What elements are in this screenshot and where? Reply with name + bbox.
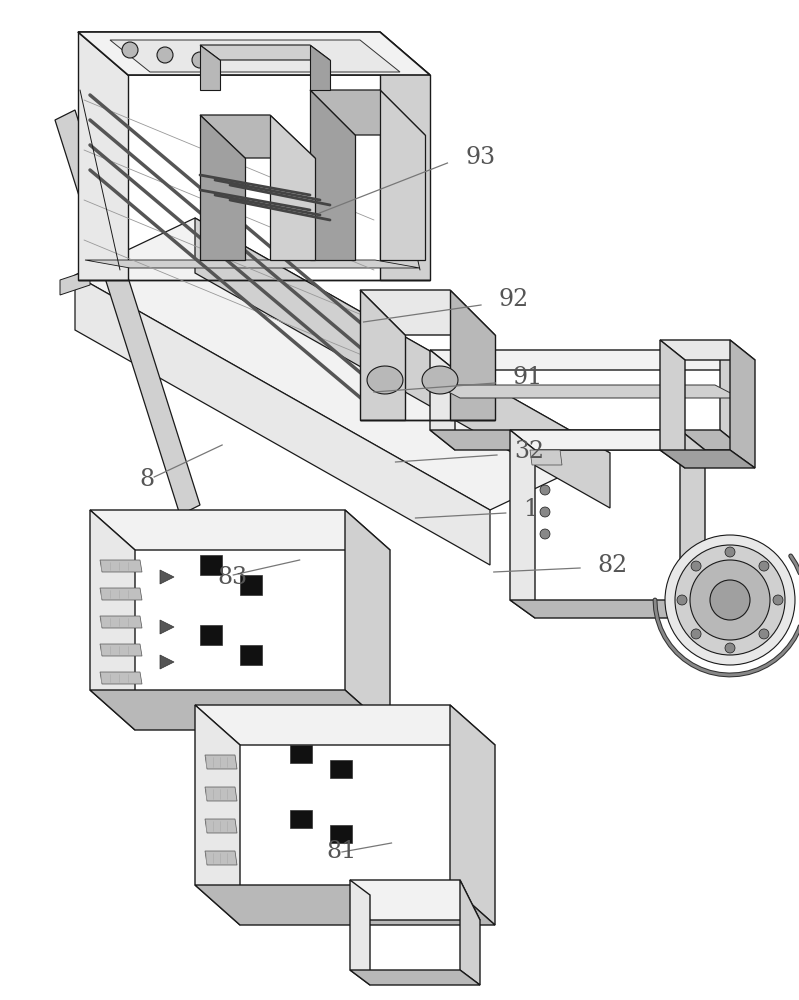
Text: 93: 93 xyxy=(465,146,495,169)
Polygon shape xyxy=(200,625,222,645)
Polygon shape xyxy=(660,450,755,468)
Circle shape xyxy=(677,595,687,605)
Polygon shape xyxy=(450,705,495,925)
Polygon shape xyxy=(75,218,610,510)
Circle shape xyxy=(122,42,138,58)
Text: 8: 8 xyxy=(140,468,155,491)
Circle shape xyxy=(690,560,770,640)
Polygon shape xyxy=(110,40,400,72)
Polygon shape xyxy=(205,755,237,769)
Circle shape xyxy=(665,535,795,665)
Circle shape xyxy=(759,629,769,639)
Text: 91: 91 xyxy=(513,366,543,389)
Polygon shape xyxy=(205,819,237,833)
Polygon shape xyxy=(510,430,535,618)
Polygon shape xyxy=(430,350,455,450)
Polygon shape xyxy=(200,115,315,158)
Polygon shape xyxy=(200,115,245,260)
Polygon shape xyxy=(510,430,705,450)
Polygon shape xyxy=(160,620,174,634)
Polygon shape xyxy=(78,32,430,75)
Polygon shape xyxy=(200,45,330,60)
Polygon shape xyxy=(200,555,222,575)
Circle shape xyxy=(192,52,208,68)
Polygon shape xyxy=(450,290,495,420)
Polygon shape xyxy=(195,705,240,925)
Polygon shape xyxy=(350,880,370,985)
Polygon shape xyxy=(730,340,755,468)
Polygon shape xyxy=(435,385,740,398)
Polygon shape xyxy=(205,851,237,865)
Polygon shape xyxy=(195,218,610,508)
Polygon shape xyxy=(530,450,562,465)
Polygon shape xyxy=(195,705,495,745)
Circle shape xyxy=(540,507,550,517)
Polygon shape xyxy=(510,600,705,618)
Polygon shape xyxy=(380,90,425,260)
Circle shape xyxy=(540,529,550,539)
Polygon shape xyxy=(100,672,142,684)
Polygon shape xyxy=(350,970,480,985)
Polygon shape xyxy=(160,655,174,669)
Polygon shape xyxy=(367,366,403,394)
Polygon shape xyxy=(310,90,355,260)
Circle shape xyxy=(157,47,173,63)
Polygon shape xyxy=(660,340,685,468)
Text: 92: 92 xyxy=(499,288,529,312)
Circle shape xyxy=(710,580,750,620)
Circle shape xyxy=(725,547,735,557)
Polygon shape xyxy=(290,745,312,763)
Polygon shape xyxy=(422,366,458,394)
Polygon shape xyxy=(85,260,420,268)
Polygon shape xyxy=(55,110,200,515)
Text: 82: 82 xyxy=(598,554,628,576)
Polygon shape xyxy=(100,644,142,656)
Polygon shape xyxy=(310,90,425,135)
Polygon shape xyxy=(160,570,174,584)
Circle shape xyxy=(759,561,769,571)
Circle shape xyxy=(691,629,701,639)
Circle shape xyxy=(540,485,550,495)
Polygon shape xyxy=(90,510,390,550)
Polygon shape xyxy=(430,350,745,370)
Polygon shape xyxy=(310,45,330,90)
Polygon shape xyxy=(195,885,495,925)
Polygon shape xyxy=(270,115,315,260)
Polygon shape xyxy=(680,430,705,618)
Polygon shape xyxy=(360,290,405,420)
Polygon shape xyxy=(460,880,480,985)
Polygon shape xyxy=(78,32,128,280)
Circle shape xyxy=(725,643,735,653)
Polygon shape xyxy=(330,760,352,778)
Circle shape xyxy=(675,545,785,655)
Polygon shape xyxy=(75,275,490,565)
Circle shape xyxy=(691,561,701,571)
Text: 81: 81 xyxy=(326,840,356,863)
Polygon shape xyxy=(200,45,220,90)
Polygon shape xyxy=(380,32,430,280)
Polygon shape xyxy=(290,810,312,828)
Polygon shape xyxy=(240,575,262,595)
Text: 83: 83 xyxy=(217,566,248,589)
Polygon shape xyxy=(205,787,237,801)
Polygon shape xyxy=(90,510,135,730)
Polygon shape xyxy=(350,880,480,920)
Polygon shape xyxy=(90,690,390,730)
Polygon shape xyxy=(345,510,390,730)
Polygon shape xyxy=(78,32,430,75)
Polygon shape xyxy=(60,270,90,295)
Polygon shape xyxy=(100,588,142,600)
Polygon shape xyxy=(720,350,745,450)
Text: 32: 32 xyxy=(515,440,545,464)
Text: 1: 1 xyxy=(523,498,539,522)
Polygon shape xyxy=(360,290,495,335)
Polygon shape xyxy=(100,560,142,572)
Polygon shape xyxy=(240,645,262,665)
Circle shape xyxy=(773,595,783,605)
Polygon shape xyxy=(660,340,755,360)
Polygon shape xyxy=(100,616,142,628)
Polygon shape xyxy=(330,825,352,843)
Polygon shape xyxy=(430,430,745,450)
